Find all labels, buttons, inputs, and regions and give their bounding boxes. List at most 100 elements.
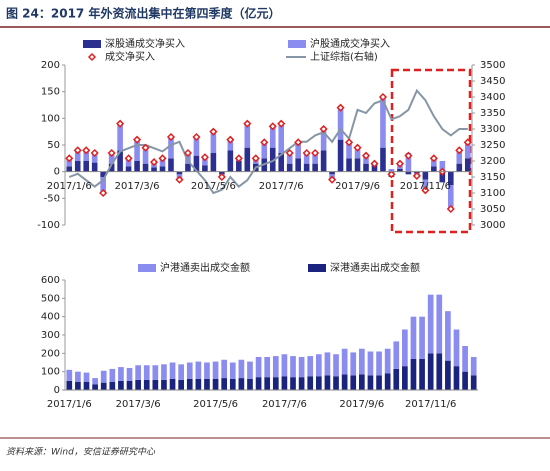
bar xyxy=(298,357,305,378)
bar xyxy=(290,356,296,378)
legend-label: 沪股通成交净买入 xyxy=(310,37,390,50)
marker xyxy=(294,138,303,147)
bar xyxy=(261,142,268,159)
bar xyxy=(195,361,202,379)
marker xyxy=(217,172,226,182)
marker xyxy=(328,175,337,184)
y-tick-label: 0 xyxy=(54,385,60,396)
bar xyxy=(204,362,210,379)
bar xyxy=(135,365,141,380)
bar xyxy=(83,372,90,382)
bar xyxy=(108,153,115,164)
bar xyxy=(152,365,159,380)
legend-swatch xyxy=(308,264,326,272)
marker xyxy=(268,122,277,131)
legend-swatch xyxy=(87,52,97,62)
bar xyxy=(333,376,339,390)
bar xyxy=(229,362,236,379)
bar xyxy=(210,131,217,153)
y2-tick-label: 3000 xyxy=(480,220,505,231)
bar xyxy=(66,369,73,381)
bar xyxy=(397,169,403,172)
marker xyxy=(285,148,294,158)
bar xyxy=(422,171,429,180)
bar xyxy=(410,316,417,359)
bar xyxy=(151,167,157,172)
bar xyxy=(236,161,242,172)
x-tick-label: 2017/9/6 xyxy=(335,181,380,192)
bar xyxy=(227,139,234,151)
marker xyxy=(133,135,142,144)
marker xyxy=(183,148,193,158)
bar xyxy=(169,379,176,390)
bar xyxy=(307,356,314,377)
bar xyxy=(75,381,81,390)
marker xyxy=(243,119,252,128)
bar xyxy=(427,353,434,390)
bar xyxy=(178,364,184,380)
bar xyxy=(436,294,443,354)
marker xyxy=(200,153,209,162)
bar xyxy=(118,380,124,390)
y-tick-label: -100 xyxy=(37,220,60,231)
y-tick-label: 100 xyxy=(41,113,60,124)
bar xyxy=(298,377,305,390)
x-tick-label: 2017/11/6 xyxy=(405,399,456,410)
y-tick-label: 500 xyxy=(41,293,60,304)
x-tick-label: 2017/7/6 xyxy=(262,399,307,410)
bar xyxy=(350,352,357,376)
bar xyxy=(393,368,400,390)
y-tick-label: 600 xyxy=(41,275,60,286)
marker xyxy=(412,171,421,180)
bar xyxy=(281,376,288,390)
marker xyxy=(311,148,320,158)
bar xyxy=(307,376,314,390)
bar xyxy=(152,379,159,390)
bar xyxy=(161,364,167,380)
bar xyxy=(367,351,374,376)
y2-tick-label: 3100 xyxy=(480,188,505,199)
bar xyxy=(202,165,208,172)
bar xyxy=(161,379,167,390)
marker xyxy=(107,148,116,158)
bar xyxy=(269,147,276,172)
y-tick-label: 400 xyxy=(41,312,60,323)
bar xyxy=(176,171,183,175)
bar xyxy=(185,163,191,172)
bar xyxy=(315,376,322,390)
bar xyxy=(142,147,149,164)
bar xyxy=(303,163,310,172)
bar xyxy=(312,153,318,164)
bar xyxy=(303,153,310,164)
legend-label: 上证综指(右轴) xyxy=(310,50,378,63)
legend-label: 深港通卖出成交金额 xyxy=(330,261,420,274)
bar xyxy=(281,354,288,377)
bar xyxy=(238,359,245,379)
bar xyxy=(470,375,477,390)
bar xyxy=(135,379,141,390)
bar xyxy=(247,361,253,379)
bar xyxy=(405,171,412,175)
marker xyxy=(226,135,235,144)
bar xyxy=(376,351,382,376)
y2-tick-label: 3450 xyxy=(480,76,505,87)
marker xyxy=(149,158,159,167)
bar xyxy=(264,357,271,378)
bar xyxy=(272,356,279,378)
bar xyxy=(427,294,434,354)
marker xyxy=(446,204,455,214)
marker xyxy=(277,119,286,128)
marker xyxy=(336,103,345,112)
bar xyxy=(320,150,327,172)
bar xyxy=(290,377,296,390)
marker xyxy=(463,138,472,147)
bar xyxy=(341,374,348,390)
marker xyxy=(90,148,99,158)
y2-tick-label: 3300 xyxy=(480,124,505,135)
bar xyxy=(244,147,251,172)
y-tick-label: -50 xyxy=(44,193,60,204)
legend-swatch xyxy=(288,40,306,48)
y-tick-label: 150 xyxy=(41,87,60,98)
bar xyxy=(74,150,81,161)
bar xyxy=(109,368,116,382)
